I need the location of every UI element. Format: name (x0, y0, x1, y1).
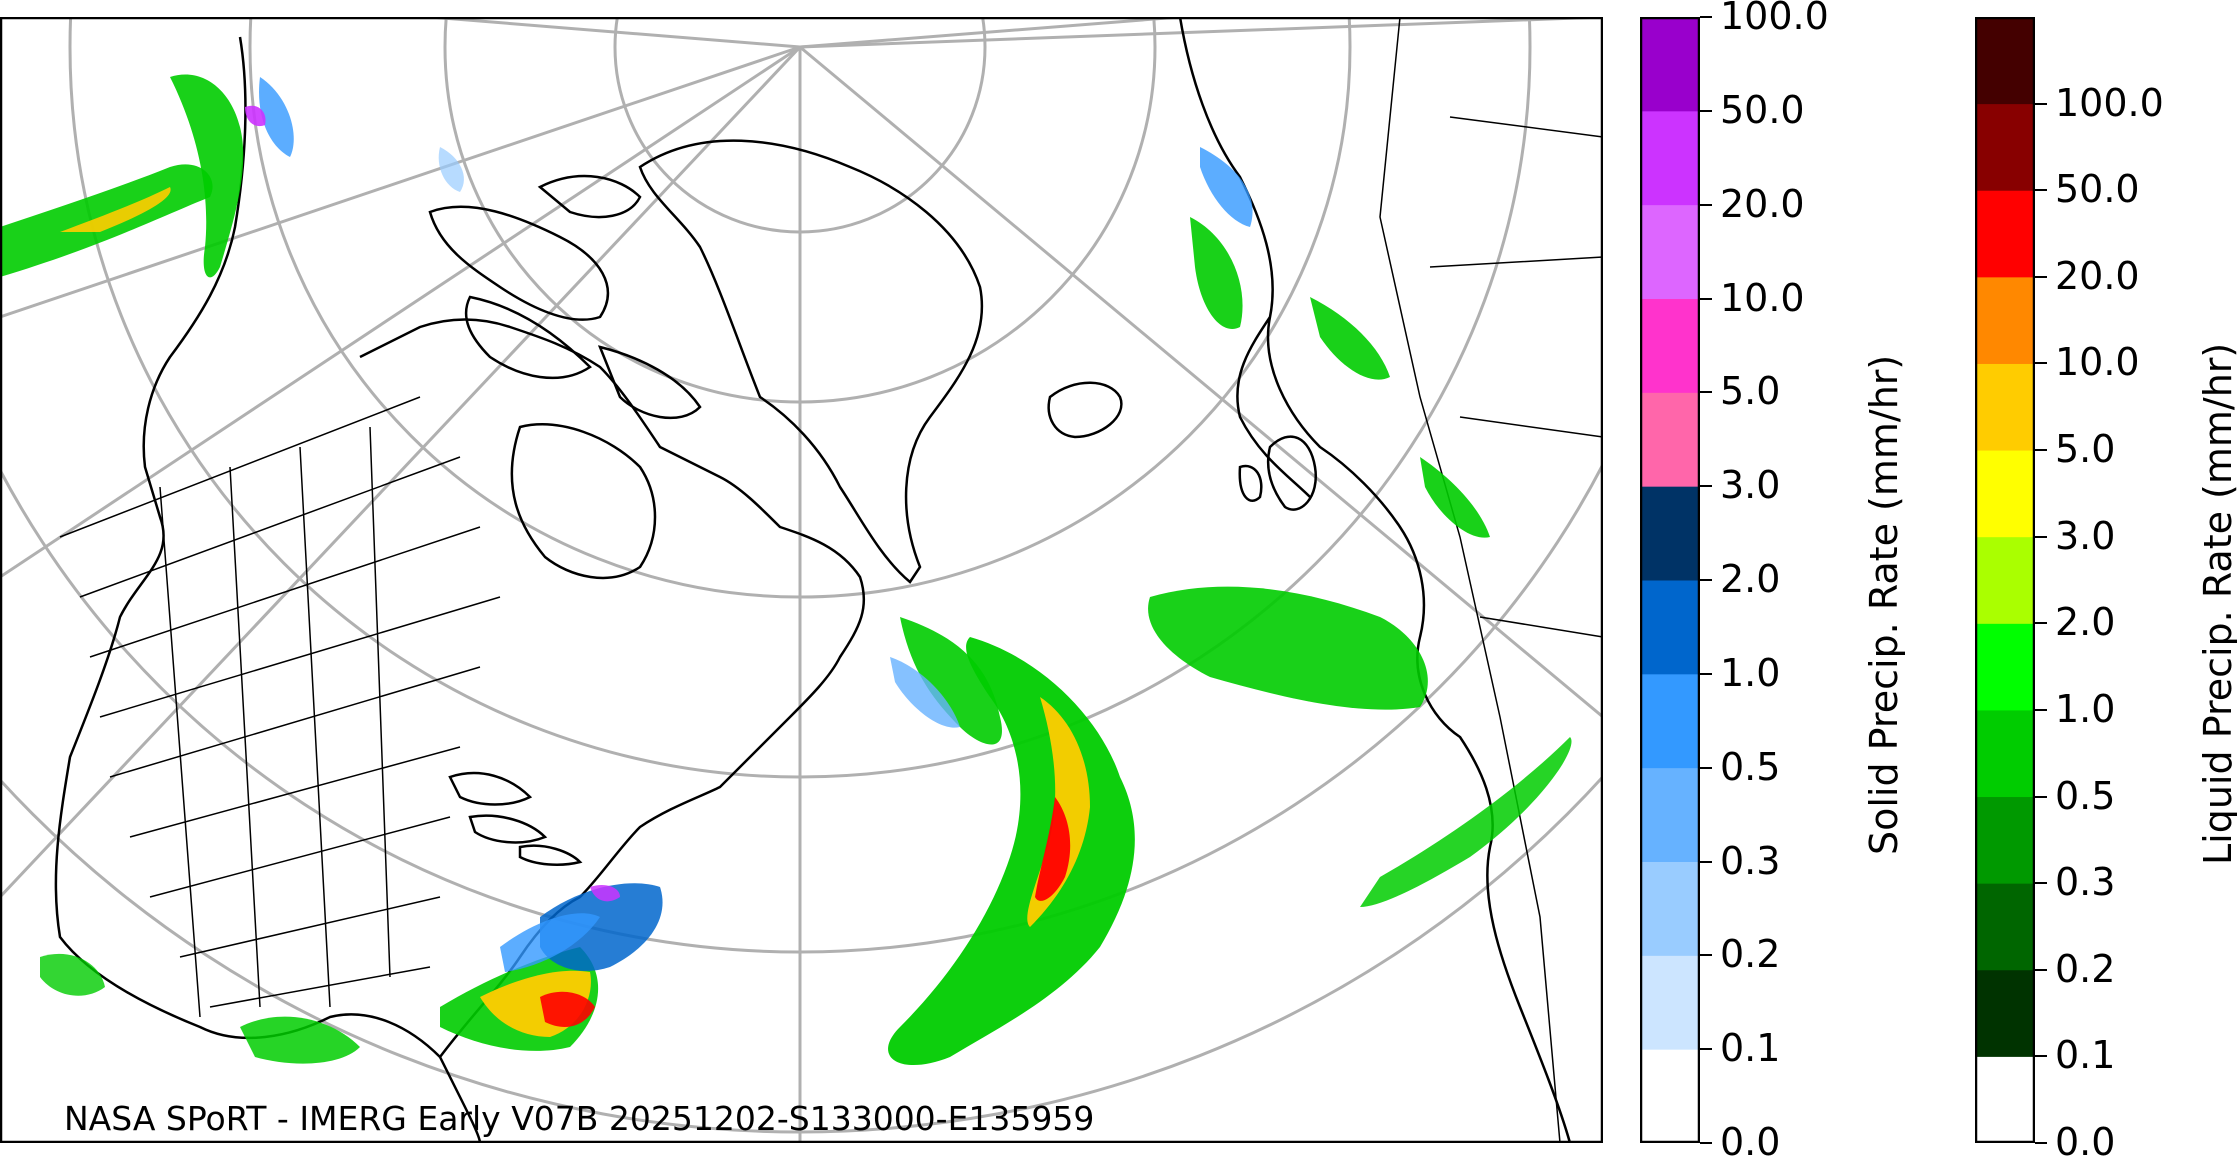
liquid-colorbar-segment (1975, 709, 2035, 798)
solid-colorbar-tick-mark (1700, 16, 1712, 18)
solid-colorbar-tick-label: 100.0 (1720, 0, 1829, 38)
liquid-colorbar-tick-mark (2035, 449, 2047, 452)
solid-colorbar-tick-label: 50.0 (1720, 87, 1805, 132)
liquid-colorbar-title: Liquid Precip. Rate (mm/hr) (2196, 342, 2237, 865)
liquid-colorbar-tick-label: 0.0 (2055, 1120, 2116, 1164)
liquid-colorbar-segment (1975, 623, 2035, 711)
liquid-precip-areas (0, 74, 1572, 1066)
liquid-colorbar-tick-label: 3.0 (2055, 513, 2116, 558)
british-isles-outline (1238, 435, 1318, 511)
liquid-colorbar-segment (1975, 450, 2035, 538)
map-caption: NASA SPoRT - IMERG Early V07B 20251202-S… (64, 1099, 1095, 1138)
solid-precip-areas (245, 77, 1253, 972)
liquid-colorbar-tick-mark (2035, 189, 2047, 192)
solid-colorbar-tick-label: 2.0 (1720, 557, 1781, 601)
liquid-colorbar-segment (1975, 190, 2035, 278)
liquid-precip-colorbar (1975, 17, 2035, 1143)
liquid-colorbar-segment (1975, 536, 2035, 624)
liquid-colorbar-tick-mark (2035, 1142, 2047, 1144)
liquid-colorbar-segment (1975, 796, 2035, 884)
solid-colorbar-segment (1640, 110, 1700, 206)
solid-colorbar-segment (1640, 861, 1700, 956)
solid-colorbar-tick-label: 10.0 (1720, 275, 1805, 320)
liquid-colorbar-tick-label: 10.0 (2055, 340, 2140, 385)
solid-colorbar-tick-label: 5.0 (1720, 369, 1781, 414)
liquid-colorbar-tick-label: 100.0 (2055, 80, 2164, 125)
solid-colorbar-tick-label: 1.0 (1720, 650, 1781, 695)
liquid-colorbar-tick-label: 50.0 (2055, 167, 2140, 212)
solid-colorbar-segment (1640, 298, 1700, 393)
liquid-colorbar-tick-label: 20.0 (2055, 253, 2140, 298)
liquid-colorbar-tick-label: 0.1 (2055, 1033, 2116, 1078)
greenland-outline (638, 139, 984, 584)
precip-map: NASA SPoRT - IMERG Early V07B 20251202-S… (0, 17, 1603, 1143)
liquid-colorbar-frame (1975, 17, 2035, 1143)
liquid-colorbar-tick-label: 0.5 (2055, 773, 2116, 818)
solid-colorbar-tick-mark (1700, 954, 1712, 957)
solid-colorbar-tick-mark (1700, 766, 1712, 769)
europe-africa-coastline (1178, 17, 1572, 1143)
liquid-colorbar-tick-mark (2035, 968, 2047, 971)
liquid-colorbar-tick-mark (2035, 622, 2047, 625)
liquid-colorbar-segment (1975, 103, 2035, 191)
solid-colorbar-segment (1640, 1049, 1700, 1143)
liquid-colorbar-segment (1975, 17, 2035, 105)
map-canvas (0, 17, 1603, 1143)
solid-colorbar-segment (1640, 955, 1700, 1050)
solid-colorbar-tick-label: 0.2 (1720, 932, 1781, 977)
liquid-colorbar-tick-mark (2035, 1055, 2047, 1058)
solid-colorbar-title: Solid Precip. Rate (mm/hr) (1862, 354, 1906, 855)
liquid-colorbar-segment (1975, 1056, 2035, 1143)
liquid-colorbar-tick-label: 5.0 (2055, 427, 2116, 472)
solid-colorbar-segment (1640, 17, 1700, 112)
solid-colorbar-tick-mark (1700, 109, 1712, 112)
liquid-colorbar-tick-mark (2035, 708, 2047, 711)
liquid-colorbar-segment (1975, 276, 2035, 364)
liquid-colorbar-tick-label: 1.0 (2055, 686, 2116, 731)
solid-colorbar-tick-mark (1700, 391, 1712, 394)
liquid-colorbar-segment (1975, 883, 2035, 971)
solid-colorbar-segment (1640, 204, 1700, 299)
solid-colorbar-tick-label: 0.0 (1720, 1120, 1781, 1164)
liquid-colorbar-tick-label: 0.2 (2055, 946, 2116, 991)
solid-colorbar-tick-label: 20.0 (1720, 181, 1805, 226)
solid-colorbar-tick-mark (1700, 1142, 1712, 1144)
liquid-colorbar-tick-mark (2035, 102, 2047, 105)
liquid-colorbar-tick-mark (2035, 882, 2047, 885)
longitude-lines (0, 17, 1603, 1143)
liquid-colorbar-tick-label: 2.0 (2055, 600, 2116, 645)
solid-colorbar-frame (1640, 17, 1700, 1143)
solid-colorbar-segment (1640, 673, 1700, 769)
solid-colorbar-tick-label: 3.0 (1720, 463, 1781, 508)
solid-colorbar-segment (1640, 486, 1700, 581)
liquid-colorbar-segment (1975, 363, 2035, 451)
solid-precip-colorbar (1640, 17, 1700, 1143)
solid-colorbar-tick-mark (1700, 579, 1712, 581)
solid-colorbar-tick-label: 0.1 (1720, 1026, 1781, 1071)
solid-colorbar-tick-mark (1700, 672, 1712, 675)
liquid-colorbar-tick-mark (2035, 795, 2047, 798)
solid-colorbar-tick-mark (1700, 860, 1712, 863)
hudson-bay-outline (510, 423, 657, 580)
arctic-islands-outline (428, 174, 702, 420)
solid-colorbar-tick-label: 0.3 (1720, 838, 1781, 883)
great-lakes-outline (448, 771, 583, 866)
political-borders (59, 17, 1603, 1143)
solid-colorbar-segment (1640, 767, 1700, 862)
solid-colorbar-tick-label: 0.5 (1720, 744, 1781, 789)
liquid-colorbar-segment (1975, 969, 2035, 1057)
iceland-outline (1047, 381, 1123, 439)
solid-colorbar-tick-mark (1700, 203, 1712, 206)
solid-colorbar-tick-mark (1700, 1048, 1712, 1051)
liquid-colorbar-tick-mark (2035, 362, 2047, 365)
liquid-colorbar-tick-mark (2035, 535, 2047, 538)
map-frame (0, 17, 1603, 1143)
solid-colorbar-tick-mark (1700, 297, 1712, 300)
north-america-coastline (54, 36, 866, 1143)
solid-colorbar-tick-mark (1700, 485, 1712, 488)
solid-colorbar-segment (1640, 392, 1700, 487)
solid-colorbar-segment (1640, 580, 1700, 675)
liquid-colorbar-tick-mark (2035, 275, 2047, 278)
liquid-colorbar-tick-label: 0.3 (2055, 860, 2116, 905)
